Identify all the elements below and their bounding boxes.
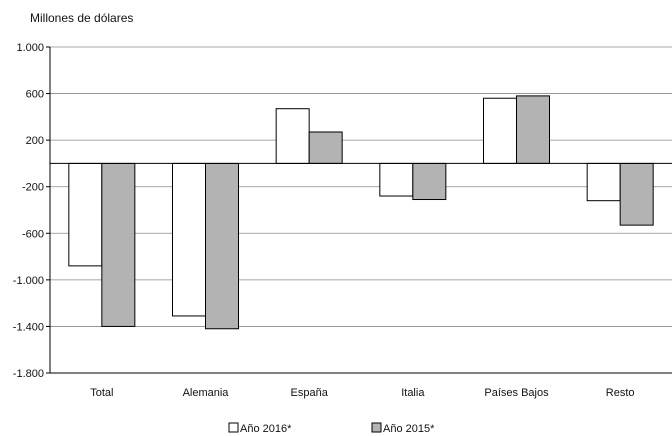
x-axis-ticks: Total Alemania España Italia Países Bajos Res… xyxy=(90,387,634,399)
y-tick-label: -1.000 xyxy=(13,275,44,287)
bar-ano-2015 xyxy=(308,131,343,164)
bar-ano-2015 xyxy=(412,162,447,201)
y-tick-label: 1.000 xyxy=(16,42,44,54)
bar-ano-2016 xyxy=(275,108,310,164)
x-tick-label: Alemania xyxy=(183,387,230,399)
bar-ano-2015 xyxy=(619,162,654,226)
bar-ano-2015 xyxy=(516,95,550,164)
legend-label: Año 2016* xyxy=(240,423,292,435)
bar-ano-2016 xyxy=(172,162,206,317)
y-tick-label: 200 xyxy=(26,135,44,147)
bars xyxy=(68,95,654,330)
y-tick-label: -1.800 xyxy=(13,368,44,380)
x-tick-label: Total xyxy=(90,387,113,399)
legend-label: Año 2015* xyxy=(383,423,435,435)
y-tick-label: -600 xyxy=(22,228,44,240)
y-tick-label: -1.400 xyxy=(13,321,44,333)
y-tick-label: -200 xyxy=(22,182,44,194)
bar-ano-2016 xyxy=(586,162,621,202)
legend-swatch xyxy=(371,422,382,433)
bar-ano-2015 xyxy=(205,162,239,330)
gridlines xyxy=(50,46,672,374)
x-tick-label: Resto xyxy=(606,387,635,399)
axes xyxy=(49,47,672,374)
y-tick-label: 600 xyxy=(26,89,44,101)
y-axis-ticks: 1.000 600 200 -200 -600 -1.000 -1.400 -1.800 xyxy=(13,42,50,380)
y-axis-label: Millones de dólares xyxy=(30,11,133,25)
legend-swatch xyxy=(228,422,239,433)
bar-ano-2015 xyxy=(101,162,136,327)
legend: Año 2016* Año 2015* xyxy=(228,422,435,435)
x-tick-label: Países Bajos xyxy=(484,387,549,399)
bar-ano-2016 xyxy=(379,162,414,197)
bar-ano-2016 xyxy=(68,162,103,267)
x-tick-label: Italia xyxy=(401,387,425,399)
bar-ano-2016 xyxy=(483,97,517,164)
x-tick-label: España xyxy=(291,387,329,399)
